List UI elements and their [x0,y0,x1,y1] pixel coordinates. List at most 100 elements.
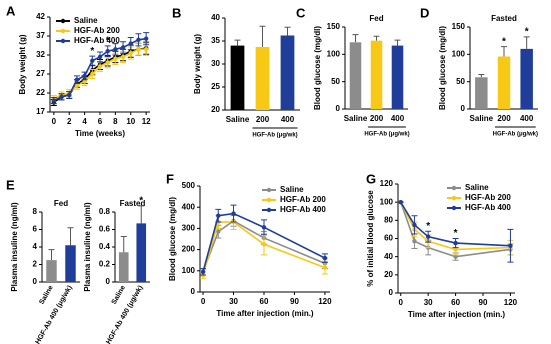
x-axis-title: Time (weeks) [75,129,125,138]
y-tick-label: 37 [36,31,45,40]
point [143,36,149,41]
error-bar [478,74,485,78]
panel-label: C [296,5,306,20]
point [453,247,458,252]
x-tick-label: 4 [82,117,87,126]
y-tick-label: 22 [36,88,45,97]
point [105,60,110,65]
x-tick-label: 200 [256,115,270,124]
point [231,211,236,216]
legend-marker [451,185,457,191]
y-tick-label: 100 [380,197,394,206]
point [97,64,103,69]
panel-label: A [6,3,16,18]
point [261,242,267,247]
bar [497,56,511,109]
x-tick-label: 60 [260,297,269,306]
point [113,56,118,61]
point [425,234,431,239]
legend-label: HGF-Ab 200 [280,195,326,204]
point [453,254,458,259]
y-tick-label: 27 [36,69,45,78]
y-tick-label: 20 [384,270,393,279]
legend-marker [266,187,272,193]
y-axis-title: Body weight (g) [193,34,202,94]
point [74,77,80,82]
point [508,243,513,248]
point [143,47,149,52]
point [82,73,87,79]
point [322,255,328,261]
y-axis-title: % of initial blood glucose [366,190,375,287]
y-axis-title: Blood glucose (mg/dl) [168,197,177,281]
legend-marker [266,197,272,203]
x-tick-label: 400 [391,114,405,123]
error-bar [67,227,74,246]
group-label: HGF-Ab (μg/wk) [364,132,409,138]
panel-title: Fasted [120,199,146,208]
y-tick-label: 0.2 [99,260,111,269]
y-tick-label: 100 [327,49,341,58]
error-bar [284,26,291,36]
bar [255,46,270,110]
y-tick-label: 400 [182,202,196,211]
y-tick-label: 4 [33,242,38,251]
y-tick-label: 200 [182,245,196,254]
significance-mark: * [502,36,506,47]
bar [136,223,147,282]
legend-label: Saline [280,185,304,194]
point [59,94,64,100]
group-label: HGF-Ab (μg/wk) [252,133,297,139]
x-tick-label: 120 [504,298,518,307]
y-tick-label: 0 [191,287,196,296]
x-tick-label: 400 [520,114,534,123]
bar [475,77,488,109]
legend-marker [266,207,272,213]
x-tick-label: 90 [479,298,488,307]
y-tick-label: 60 [384,234,393,243]
y-tick-label: 150 [452,22,466,31]
legend-marker [451,205,457,211]
x-tick-label: 6 [98,117,103,126]
legend-label: HGF-Ab 400 [280,205,326,214]
point [261,225,267,230]
y-axis-title: Body weight (g) [18,34,27,94]
point [105,49,110,54]
error-bar [373,35,380,41]
y-axis-title: Plasma insuline (ng/ml) [10,202,19,292]
x-tick-label: 30 [424,298,433,307]
panel-label: D [420,5,429,20]
x-tick-label: 120 [318,297,332,306]
bar [520,48,533,109]
panel-label: G [366,171,376,186]
legend-marker [60,18,66,24]
point [97,54,103,60]
panel-title: Fed [369,14,383,23]
significance-mark: * [90,46,94,57]
y-tick-label: 150 [327,22,341,31]
error-bar [120,236,127,253]
point [322,265,328,270]
y-tick-label: 30 [211,59,220,68]
y-tick-label: 35 [211,36,220,45]
point [90,58,95,63]
y-tick-label: 32 [36,50,45,59]
x-tick-label: 12 [142,117,151,126]
y-tick-label: 40 [384,252,393,261]
point [453,240,458,246]
error-bar [523,36,530,49]
bar [349,42,362,109]
legend-label: Saline [465,183,489,192]
error-bar [394,39,401,46]
y-tick-label: 0.8 [99,207,111,216]
y-axis-title: Blood glucose (mg/dl) [313,26,322,110]
point [120,54,126,60]
y-tick-label: 0.4 [99,242,111,251]
bar [370,40,383,109]
y-tick-label: 6 [33,225,38,234]
y-tick-label: 80 [384,215,393,224]
error-bar [501,46,507,57]
x-tick-label: Saline [38,284,54,305]
x-tick-label: 0 [52,117,57,126]
y-tick-label: 8 [33,207,38,216]
